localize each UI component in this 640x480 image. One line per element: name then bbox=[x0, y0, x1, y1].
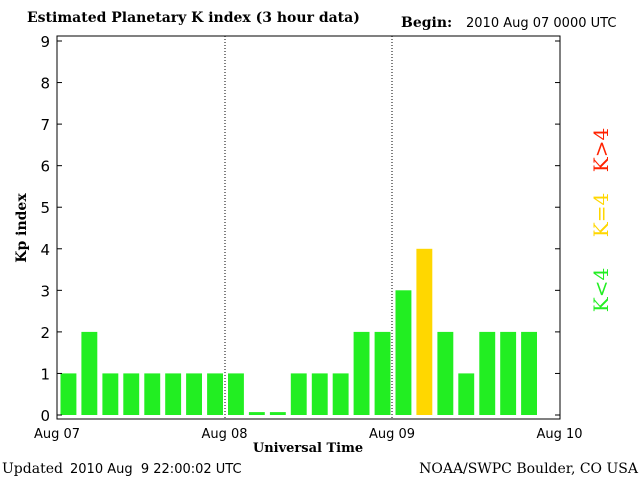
kp-bar bbox=[416, 248, 433, 415]
plot-area bbox=[56, 35, 561, 420]
bar-series bbox=[60, 248, 537, 415]
kp-bar bbox=[479, 331, 496, 415]
y-tick-label: 8 bbox=[40, 75, 50, 93]
x-axis-ticks: Aug 07 Aug 08 Aug 09 Aug 10 bbox=[34, 427, 583, 442]
legend-k-less-4: K<4 bbox=[589, 268, 613, 312]
x-tick-label: Aug 10 bbox=[536, 427, 582, 442]
kp-bar bbox=[458, 373, 475, 415]
kp-bar bbox=[395, 290, 412, 415]
y-tick-label: 0 bbox=[40, 407, 50, 425]
y-tick-label: 7 bbox=[40, 116, 50, 134]
kp-bar bbox=[248, 412, 265, 415]
kp-bar bbox=[311, 373, 328, 415]
y-tick-label: 9 bbox=[40, 33, 50, 51]
kp-bar bbox=[332, 373, 349, 415]
kp-bar bbox=[144, 373, 161, 415]
y-axis-label: Kp index bbox=[14, 193, 30, 263]
kp-bar bbox=[186, 373, 202, 415]
kp-bar bbox=[353, 331, 370, 415]
begin-value: 2010 Aug 07 0000 UTC bbox=[466, 16, 616, 31]
kp-bar bbox=[81, 331, 98, 415]
x-axis-label: Universal Time bbox=[253, 441, 363, 456]
begin-label: Begin: bbox=[401, 15, 452, 31]
y-tick-label: 6 bbox=[40, 158, 50, 176]
updated-value: 2010 Aug 9 22:00:02 UTC bbox=[70, 462, 242, 477]
y-tick-label: 4 bbox=[40, 241, 50, 259]
kp-bar bbox=[165, 373, 182, 415]
y-tick-label: 1 bbox=[40, 365, 50, 383]
kp-bar bbox=[374, 331, 391, 415]
kp-bar bbox=[290, 373, 307, 415]
chart-title: Estimated Planetary K index (3 hour data… bbox=[27, 10, 360, 26]
kp-bar bbox=[500, 331, 517, 415]
x-tick-label: Aug 09 bbox=[369, 427, 415, 442]
kp-bar bbox=[269, 412, 286, 415]
y-tick-label: 2 bbox=[40, 324, 50, 342]
kp-bar bbox=[207, 373, 223, 415]
kp-bar bbox=[228, 373, 244, 415]
kp-bar bbox=[60, 373, 77, 415]
legend-k-equal-4: K=4 bbox=[589, 193, 613, 237]
credit-text: NOAA/SWPC Boulder, CO USA bbox=[419, 461, 639, 477]
x-tick-label: Aug 07 bbox=[34, 427, 80, 442]
kp-bar bbox=[521, 331, 537, 415]
updated-label: Updated bbox=[2, 461, 63, 477]
legend-k-greater-4: K>4 bbox=[589, 128, 613, 172]
kp-bar bbox=[437, 331, 454, 415]
y-tick-label: 5 bbox=[40, 199, 50, 217]
x-tick-label: Aug 08 bbox=[201, 427, 247, 442]
y-axis-ticks: 0 1 2 3 4 5 6 7 8 9 bbox=[40, 33, 560, 425]
kp-bar bbox=[102, 373, 119, 415]
kp-bar bbox=[123, 373, 140, 415]
y-tick-label: 3 bbox=[40, 282, 50, 300]
